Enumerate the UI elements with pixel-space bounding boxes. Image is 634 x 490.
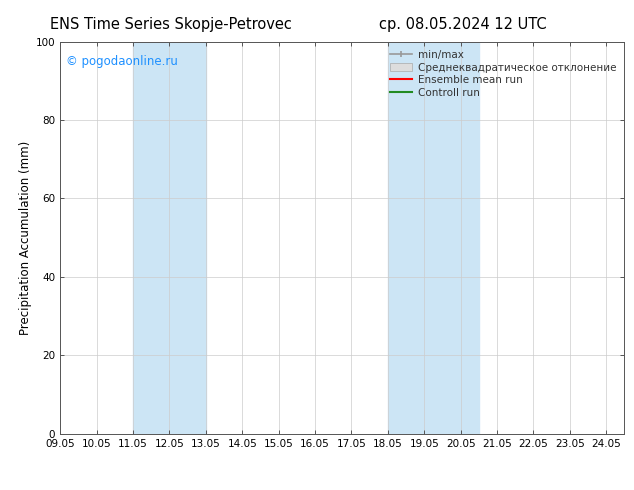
Y-axis label: Precipitation Accumulation (mm): Precipitation Accumulation (mm) (18, 141, 32, 335)
Text: ср. 08.05.2024 12 UTC: ср. 08.05.2024 12 UTC (379, 17, 547, 32)
Bar (133, 42, 206, 434)
Bar (388, 42, 479, 434)
Legend: min/max, Среднеквадратическое отклонение, Ensemble mean run, Controll run: min/max, Среднеквадратическое отклонение… (386, 47, 619, 101)
Text: © pogodaonline.ru: © pogodaonline.ru (66, 55, 178, 69)
Text: ENS Time Series Skopje-Petrovec: ENS Time Series Skopje-Petrovec (50, 17, 292, 32)
